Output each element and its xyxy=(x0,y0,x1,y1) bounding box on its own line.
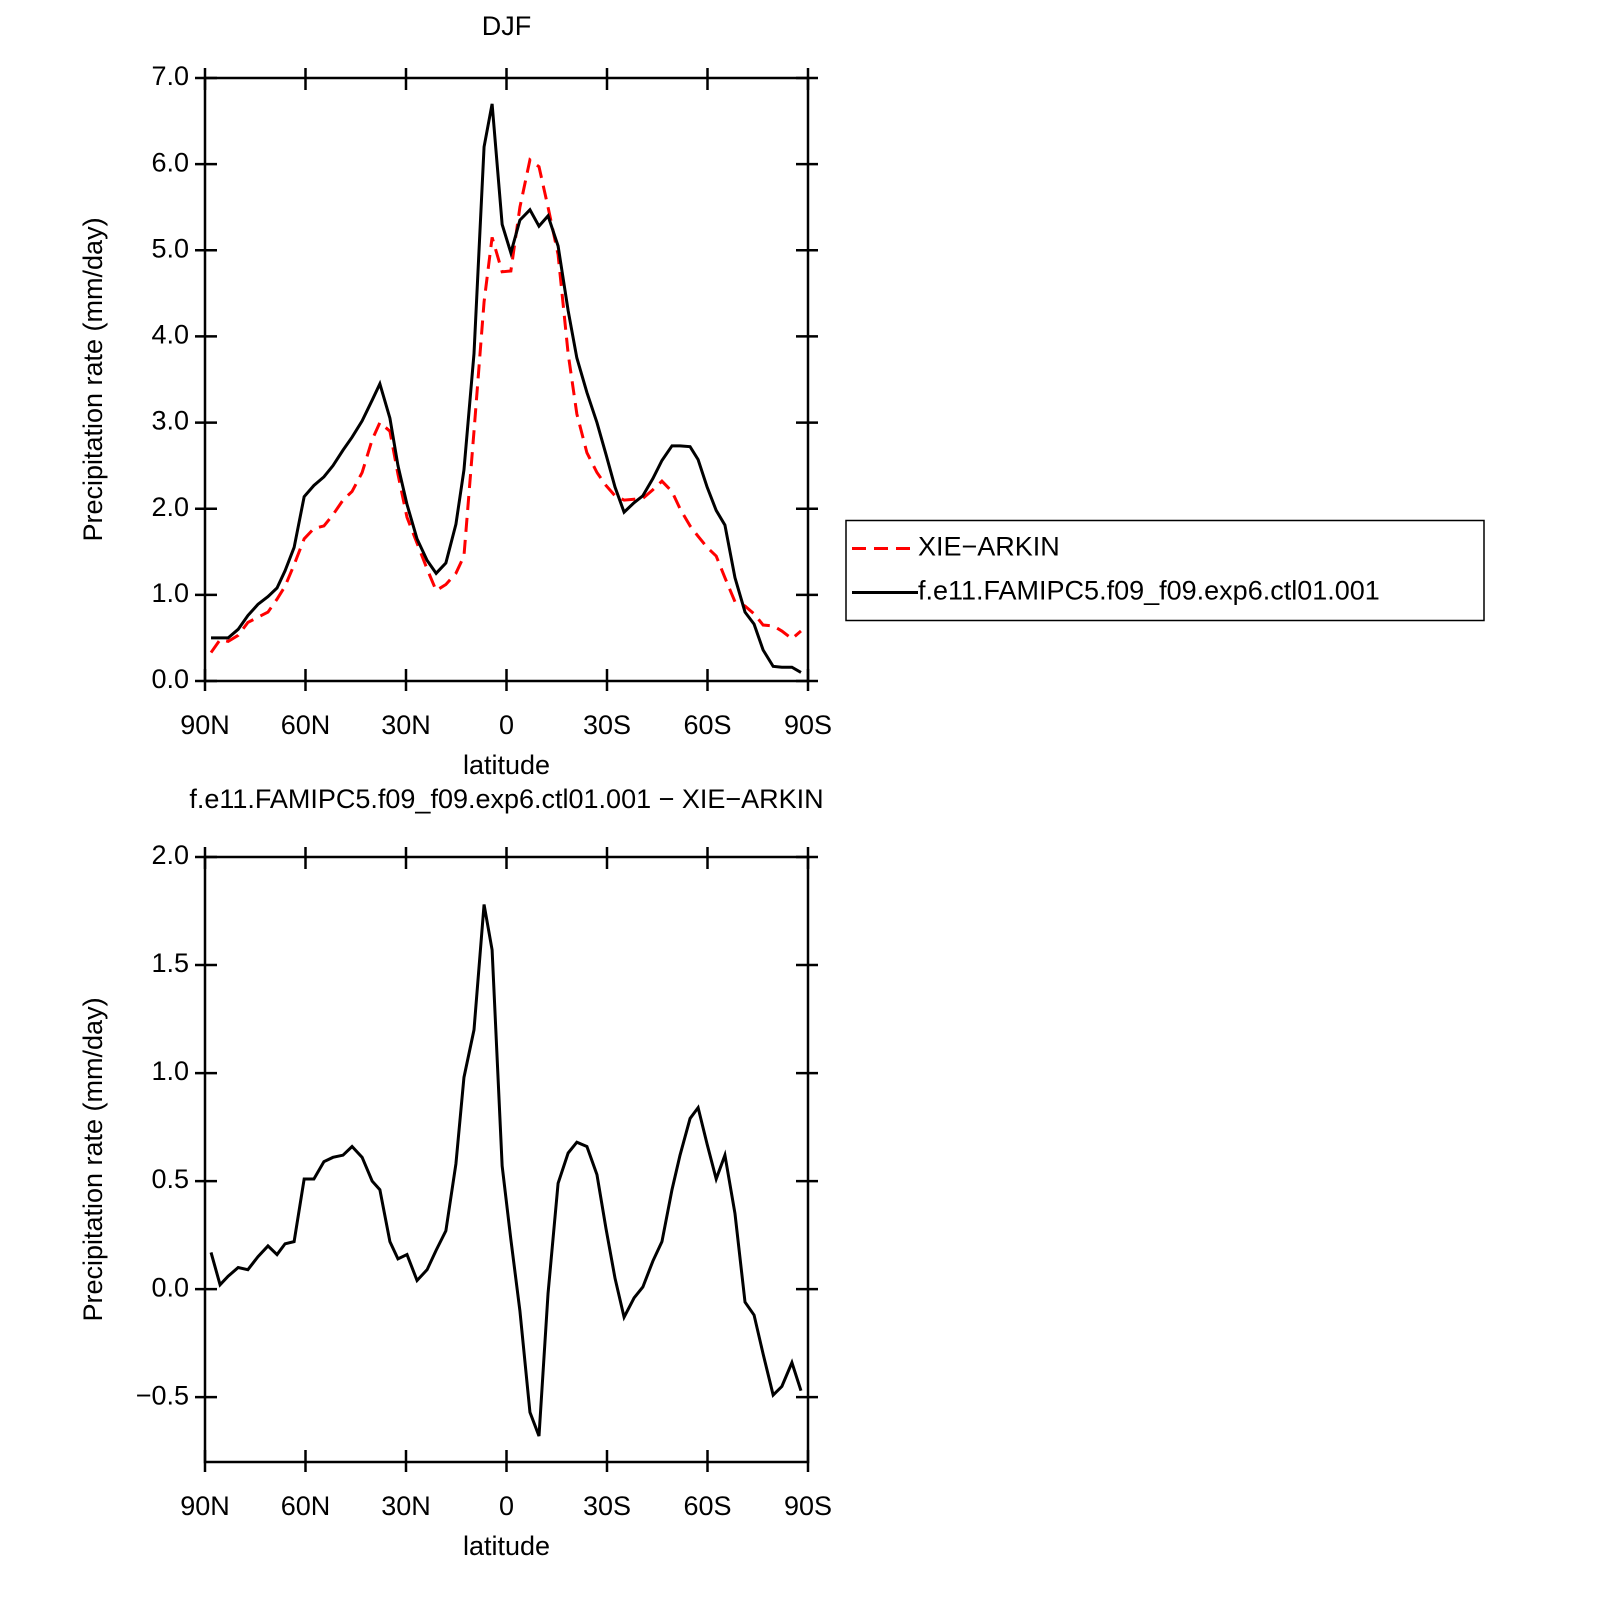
legend-label: XIE−ARKIN xyxy=(918,532,1060,562)
y-tick-label: 0.5 xyxy=(151,1164,189,1194)
y-tick-label: 5.0 xyxy=(151,233,189,263)
x-tick-label: 0 xyxy=(499,710,514,740)
x-tick-label: 60N xyxy=(281,1491,331,1521)
y-tick-label: 6.0 xyxy=(151,147,189,177)
chart-title: f.e11.FAMIPC5.f09_f09.exp6.ctl01.001 − X… xyxy=(189,784,823,814)
y-axis-label: Precipitation rate (mm/day) xyxy=(78,997,108,1321)
x-tick-label: 90N xyxy=(180,710,230,740)
x-tick-label: 30S xyxy=(583,1491,631,1521)
plot-frame xyxy=(203,855,810,1464)
x-tick-label: 60N xyxy=(281,710,331,740)
data-line xyxy=(209,904,803,1437)
x-axis-label: latitude xyxy=(463,750,550,780)
x-axis-label: latitude xyxy=(463,1531,550,1561)
y-tick-label: 0.0 xyxy=(151,1272,189,1302)
panel: f.e11.FAMIPC5.f09_f09.exp6.ctl01.001 − X… xyxy=(78,784,832,1561)
y-tick-label: 1.5 xyxy=(151,948,189,978)
panel: DJF latitude Precipitation rate (mm/day) 0.… xyxy=(78,11,1485,780)
x-tick-label: 90S xyxy=(784,1491,832,1521)
x-tick-label: 60S xyxy=(683,1491,731,1521)
y-tick-label: 2.0 xyxy=(151,840,189,870)
y-tick-label: 7.0 xyxy=(151,61,189,91)
legend-label: f.e11.FAMIPC5.f09_f09.exp6.ctl01.001 xyxy=(918,576,1380,606)
chart-title: DJF xyxy=(482,11,532,41)
x-tick-label: 60S xyxy=(683,710,731,740)
y-tick-label: −0.5 xyxy=(136,1380,189,1410)
y-tick-label: 2.0 xyxy=(151,492,189,522)
x-tick-label: 0 xyxy=(499,1491,514,1521)
legend-box xyxy=(845,519,1485,622)
x-tick-label: 30N xyxy=(381,1491,431,1521)
x-tick-label: 30S xyxy=(583,710,631,740)
x-tick-label: 90N xyxy=(180,1491,230,1521)
legend: XIE−ARKIN f.e11.FAMIPC5.f09_f09.exp6.ctl0… xyxy=(845,519,1485,622)
x-tick-label: 30N xyxy=(381,710,431,740)
data-line xyxy=(211,103,802,674)
y-tick-label: 4.0 xyxy=(151,320,189,350)
data-line xyxy=(209,157,802,654)
y-tick-label: 3.0 xyxy=(151,406,189,436)
y-axis-label: Precipitation rate (mm/day) xyxy=(78,217,108,541)
y-tick-label: 0.0 xyxy=(151,664,189,694)
x-tick-label: 90S xyxy=(784,710,832,740)
y-tick-label: 1.0 xyxy=(151,1056,189,1086)
y-tick-label: 1.0 xyxy=(151,578,189,608)
plot-frame xyxy=(203,76,810,683)
